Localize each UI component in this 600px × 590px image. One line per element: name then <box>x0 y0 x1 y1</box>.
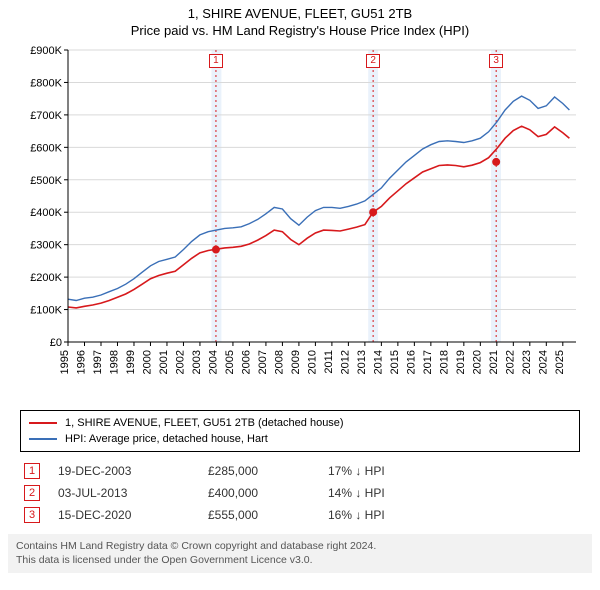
chart-title: 1, SHIRE AVENUE, FLEET, GU51 2TB <box>0 6 600 21</box>
legend: 1, SHIRE AVENUE, FLEET, GU51 2TB (detach… <box>20 410 580 452</box>
x-tick-label: 2020 <box>471 350 483 374</box>
page: 1, SHIRE AVENUE, FLEET, GU51 2TB Price p… <box>0 0 600 573</box>
x-tick-label: 1996 <box>75 350 87 374</box>
x-tick-label: 2025 <box>554 350 566 374</box>
x-tick-label: 1999 <box>125 350 137 374</box>
y-tick-label: £900K <box>30 45 62 57</box>
y-tick-label: £100K <box>30 305 62 317</box>
y-tick-label: £700K <box>30 110 62 122</box>
y-tick-label: £400K <box>30 207 62 219</box>
x-tick-label: 2016 <box>405 350 417 374</box>
legend-item: HPI: Average price, detached house, Hart <box>29 431 571 447</box>
sale-row: 3 15-DEC-2020£555,00016% ↓ HPI <box>20 504 580 526</box>
legend-swatch <box>29 422 57 424</box>
footer-attribution: Contains HM Land Registry data © Crown c… <box>8 534 592 573</box>
sale-delta: 17% ↓ HPI <box>328 464 448 478</box>
x-tick-label: 1998 <box>108 350 120 374</box>
sale-marker <box>492 158 500 166</box>
x-tick-label: 2023 <box>521 350 533 374</box>
sale-price: £555,000 <box>208 508 328 522</box>
footer-line-2: This data is licensed under the Open Gov… <box>16 554 584 568</box>
x-tick-label: 2009 <box>290 350 302 374</box>
y-tick-label: £200K <box>30 272 62 284</box>
sale-row-badge: 2 <box>24 485 40 501</box>
x-tick-label: 2012 <box>339 350 351 374</box>
sale-row: 1 19-DEC-2003£285,00017% ↓ HPI <box>20 460 580 482</box>
x-tick-label: 2000 <box>141 350 153 374</box>
sale-date: 19-DEC-2003 <box>58 464 208 478</box>
chart-titles: 1, SHIRE AVENUE, FLEET, GU51 2TB Price p… <box>0 0 600 44</box>
x-tick-label: 2001 <box>158 350 170 374</box>
x-tick-label: 2007 <box>257 350 269 374</box>
sale-date: 15-DEC-2020 <box>58 508 208 522</box>
x-tick-label: 2008 <box>273 350 285 374</box>
legend-label: HPI: Average price, detached house, Hart <box>65 433 268 445</box>
sales-table: 1 19-DEC-2003£285,00017% ↓ HPI 2 03-JUL-201… <box>20 460 580 526</box>
y-tick-label: £500K <box>30 175 62 187</box>
y-tick-label: £600K <box>30 142 62 154</box>
footer-line-1: Contains HM Land Registry data © Crown c… <box>16 540 584 554</box>
y-tick-label: £800K <box>30 77 62 89</box>
sale-marker <box>369 208 377 216</box>
legend-label: 1, SHIRE AVENUE, FLEET, GU51 2TB (detach… <box>65 417 344 429</box>
x-tick-label: 1997 <box>92 350 104 374</box>
x-tick-label: 2004 <box>207 350 219 374</box>
sale-price: £285,000 <box>208 464 328 478</box>
sale-badge: 3 <box>489 54 503 68</box>
x-tick-label: 1995 <box>59 350 71 374</box>
x-tick-label: 2010 <box>306 350 318 374</box>
sale-price: £400,000 <box>208 486 328 500</box>
sale-row-badge: 3 <box>24 507 40 523</box>
x-tick-label: 2005 <box>224 350 236 374</box>
x-tick-label: 2021 <box>488 350 500 374</box>
sale-row-badge: 1 <box>24 463 40 479</box>
sale-row: 2 03-JUL-2013£400,00014% ↓ HPI <box>20 482 580 504</box>
sale-delta: 16% ↓ HPI <box>328 508 448 522</box>
chart-subtitle: Price paid vs. HM Land Registry's House … <box>0 23 600 38</box>
y-tick-label: £0 <box>50 337 62 349</box>
x-tick-label: 2013 <box>356 350 368 374</box>
sale-date: 03-JUL-2013 <box>58 486 208 500</box>
sale-badge: 1 <box>209 54 223 68</box>
x-tick-label: 2002 <box>174 350 186 374</box>
chart: 1995 1996 1997 1998 1999 2000 2001 2002 2003 2004… <box>20 44 580 404</box>
x-tick-label: 2003 <box>191 350 203 374</box>
x-tick-label: 2018 <box>438 350 450 374</box>
x-tick-label: 2019 <box>455 350 467 374</box>
x-tick-label: 2011 <box>323 350 335 374</box>
x-tick-label: 2017 <box>422 350 434 374</box>
x-tick-label: 2024 <box>537 350 549 374</box>
x-tick-label: 2006 <box>240 350 252 374</box>
x-tick-label: 2022 <box>504 350 516 374</box>
sale-badge: 2 <box>366 54 380 68</box>
legend-swatch <box>29 438 57 440</box>
sale-delta: 14% ↓ HPI <box>328 486 448 500</box>
y-tick-label: £300K <box>30 240 62 252</box>
sale-marker <box>212 246 220 254</box>
legend-item: 1, SHIRE AVENUE, FLEET, GU51 2TB (detach… <box>29 415 571 431</box>
x-tick-label: 2015 <box>389 350 401 374</box>
chart-svg: 1995 1996 1997 1998 1999 2000 2001 2002 2003 2004… <box>20 44 580 404</box>
x-tick-label: 2014 <box>372 350 384 374</box>
